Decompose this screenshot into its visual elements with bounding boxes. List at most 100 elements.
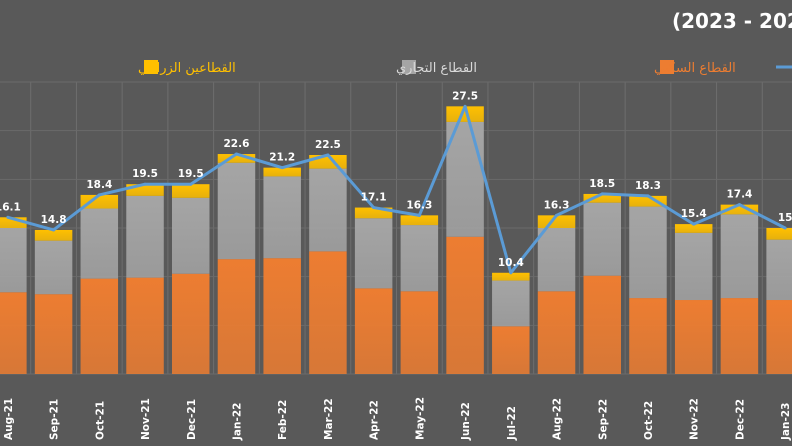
legend-item-commercial: القطاع التجاري xyxy=(396,60,477,76)
bar-commercial-Dec-22 xyxy=(720,214,759,299)
data-label-Nov-21: 19.5 xyxy=(132,168,158,180)
bar-agricultural-Sep-22 xyxy=(583,193,621,203)
bar-commercial-Dec-21 xyxy=(172,197,210,274)
total-point-Dec-22 xyxy=(737,203,741,207)
x-tick-Jun-22: Jun-22 xyxy=(460,402,472,441)
total-point-Jul-22 xyxy=(509,271,513,275)
bar-residential-Dec-21 xyxy=(172,273,210,374)
bar-commercial-Aug-21 xyxy=(0,228,27,293)
x-axis-ticks: Aug-21 Sep-21 Oct-21 Nov-21 Dec-21 Jan-22 Feb-… xyxy=(3,397,792,441)
data-label-Sep-22: 18.5 xyxy=(589,178,615,190)
data-label-Nov-22: 15.4 xyxy=(681,208,707,220)
bar-commercial-Oct-22 xyxy=(629,206,667,299)
bar-agricultural-Oct-22 xyxy=(629,195,667,207)
total-point-May-22 xyxy=(417,213,421,217)
x-tick-Dec-21: Dec-21 xyxy=(186,399,198,440)
data-label-Dec-22: 17.4 xyxy=(726,189,752,201)
total-point-Apr-22 xyxy=(372,206,376,210)
bars xyxy=(0,106,792,374)
bar-residential-Oct-21 xyxy=(80,278,119,374)
bar-residential-Jun-22 xyxy=(446,236,484,374)
total-point-Aug-21 xyxy=(6,215,10,219)
bar-commercial-Feb-22 xyxy=(263,176,301,259)
data-label-Sep-21: 14.8 xyxy=(41,214,67,226)
bar-commercial-Aug-22 xyxy=(537,228,576,292)
total-point-Dec-21 xyxy=(189,182,193,186)
bar-residential-Aug-21 xyxy=(0,292,27,374)
bar-commercial-Nov-21 xyxy=(126,195,164,278)
legend: القطاع السكني القطاع التجاري القطاعين ال… xyxy=(138,60,792,76)
bar-commercial-Sep-21 xyxy=(34,240,73,295)
legend-label-commercial: القطاع التجاري xyxy=(396,61,477,76)
bar-residential-May-22 xyxy=(400,291,439,374)
x-tick-May-22: May-22 xyxy=(414,397,426,440)
bar-commercial-Apr-22 xyxy=(354,218,393,289)
x-tick-Dec-22: Dec-22 xyxy=(734,399,746,440)
x-tick-Jul-22: Jul-22 xyxy=(506,406,518,441)
data-label-Oct-22: 18.3 xyxy=(635,180,661,192)
bar-agricultural-Nov-21 xyxy=(126,184,164,196)
total-point-Sep-22 xyxy=(600,192,604,196)
legend-swatch-commercial xyxy=(402,60,416,74)
data-label-Aug-22: 16.3 xyxy=(544,199,570,211)
total-line-path xyxy=(7,104,786,275)
data-label-Feb-22: 21.2 xyxy=(269,152,295,164)
x-tick-Mar-22: Mar-22 xyxy=(323,398,335,440)
bar-commercial-Jan-22 xyxy=(217,162,256,260)
bar-residential-Jul-22 xyxy=(492,326,530,374)
bar-residential-Feb-22 xyxy=(263,258,301,374)
total-point-Nov-22 xyxy=(692,222,696,226)
legend-swatch-agricultural xyxy=(144,60,158,74)
bar-agricultural-Oct-21 xyxy=(80,194,119,209)
bar-agricultural-Dec-22 xyxy=(720,204,759,215)
bar-commercial-May-22 xyxy=(400,225,439,292)
bar-residential-Apr-22 xyxy=(354,288,393,374)
legend-label-residential: القطاع السكني xyxy=(654,61,736,76)
bar-residential-Dec-22 xyxy=(720,298,759,374)
bar-residential-Nov-22 xyxy=(674,300,713,374)
bar-residential-Jan-23 xyxy=(766,300,792,374)
legend-swatch-residential xyxy=(660,60,674,74)
bar-agricultural-Feb-22 xyxy=(263,167,301,177)
data-label-Mar-22: 22.5 xyxy=(315,139,341,151)
bar-agricultural-Jun-22 xyxy=(446,106,484,122)
bar-commercial-Nov-22 xyxy=(674,232,713,301)
data-label-Aug-21: 16.1 xyxy=(0,201,21,213)
x-tick-Feb-22: Feb-22 xyxy=(277,400,289,440)
x-tick-Sep-21: Sep-21 xyxy=(49,399,61,440)
bar-residential-Sep-22 xyxy=(583,275,621,374)
data-label-Apr-22: 17.1 xyxy=(361,192,387,204)
bar-commercial-Mar-22 xyxy=(309,168,347,252)
data-label-Jun-22: 27.5 xyxy=(452,90,478,102)
bar-agricultural-Jan-22 xyxy=(217,154,256,163)
total-point-Sep-21 xyxy=(52,228,56,232)
total-point-Nov-21 xyxy=(143,182,147,186)
bar-agricultural-Nov-22 xyxy=(674,224,713,233)
x-tick-Aug-21: Aug-21 xyxy=(3,398,15,440)
data-label-Oct-21: 18.4 xyxy=(86,179,112,191)
bar-residential-Oct-22 xyxy=(629,298,667,374)
total-point-Jan-22 xyxy=(234,152,238,156)
total-point-Jan-23 xyxy=(783,226,787,230)
total-point-Oct-21 xyxy=(97,193,101,197)
bar-commercial-Jun-22 xyxy=(446,121,484,237)
data-label-May-22: 16.3 xyxy=(406,199,432,211)
bar-commercial-Jan-23 xyxy=(766,239,792,301)
bar-residential-Mar-22 xyxy=(309,251,347,374)
data-label-Jan-23: 15 xyxy=(778,212,792,224)
bar-residential-Nov-21 xyxy=(126,277,164,374)
bar-residential-Aug-22 xyxy=(537,291,576,374)
x-tick-Nov-21: Nov-21 xyxy=(140,398,152,440)
legend-item-agricultural: القطاعين الزراعي xyxy=(138,60,236,76)
bar-commercial-Jul-22 xyxy=(492,280,530,327)
total-point-Mar-22 xyxy=(326,153,330,157)
bar-agricultural-Aug-21 xyxy=(0,217,27,228)
x-tick-Nov-22: Nov-22 xyxy=(689,398,701,440)
legend-label-agricultural: القطاعين الزراعي xyxy=(138,61,236,76)
bar-commercial-Sep-22 xyxy=(583,202,621,276)
x-tick-Jan-22: Jan-22 xyxy=(231,403,243,441)
bar-residential-Sep-21 xyxy=(34,294,73,374)
bar-commercial-Oct-21 xyxy=(80,208,119,279)
bar-agricultural-Apr-22 xyxy=(354,207,393,219)
